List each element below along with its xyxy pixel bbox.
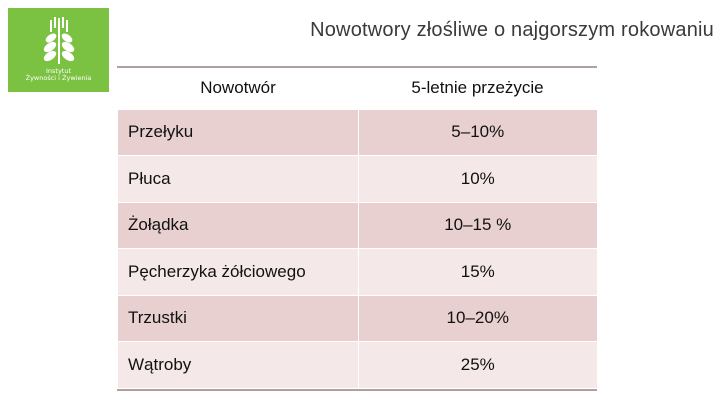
table-row: Trzustki 10–20% [118, 294, 597, 342]
wheat-leaf-icon [43, 17, 74, 64]
table-row: Przełyku 5–10% [118, 108, 597, 156]
survival-value: 10% [357, 155, 597, 202]
cancer-name: Żołądka [118, 201, 358, 249]
table-row: Żołądka 10–15 % [118, 201, 597, 249]
logo-line-2: Żywności i Żywienia [25, 74, 92, 82]
table-row: Pęcherzyka żółciowego 15% [118, 248, 597, 295]
survival-value: 25% [357, 341, 597, 388]
survival-value: 10–15 % [357, 201, 597, 249]
survival-table: Nowotwór 5-letnie przeżycie Przełyku 5–1… [118, 68, 597, 388]
cancer-name: Płuca [118, 155, 358, 202]
header-survival: 5-letnie przeżycie [358, 68, 597, 109]
table-row: Wątroby 25% [118, 341, 597, 388]
cancer-name: Przełyku [118, 108, 358, 156]
top-divider [117, 66, 597, 68]
page-title: Nowotwory złośliwe o najgorszym rokowani… [310, 19, 714, 41]
table-header-row: Nowotwór 5-letnie przeżycie [118, 68, 597, 109]
survival-value: 15% [357, 248, 597, 295]
header-cancer: Nowotwór [118, 68, 358, 109]
cancer-name: Pęcherzyka żółciowego [118, 248, 358, 295]
survival-value: 5–10% [357, 108, 597, 156]
bottom-divider [117, 389, 597, 391]
cancer-name: Wątroby [118, 341, 358, 388]
cancer-name: Trzustki [118, 294, 358, 342]
logo-line-1: Instytut [45, 67, 72, 75]
table-row: Płuca 10% [118, 155, 597, 202]
survival-value: 10–20% [357, 294, 597, 342]
institute-logo: Instytut Żywności i Żywienia [8, 8, 109, 92]
